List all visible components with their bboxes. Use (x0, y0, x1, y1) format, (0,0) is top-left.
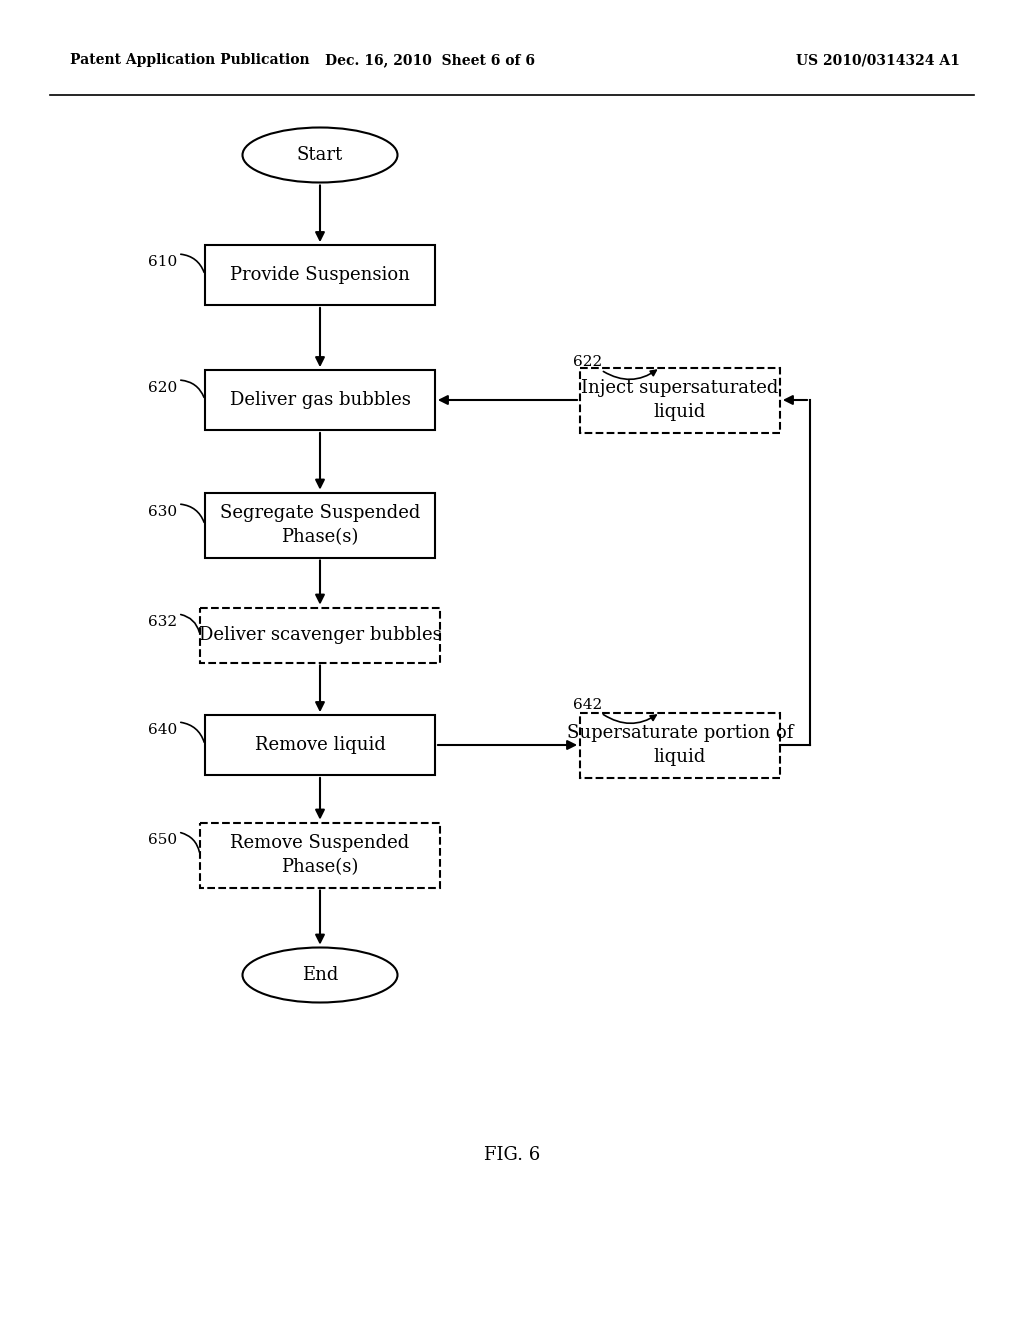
Bar (580, 713, 780, 777)
Text: Deliver gas bubbles: Deliver gas bubbles (229, 391, 411, 409)
Bar (200, 822, 440, 887)
Text: 620: 620 (148, 381, 177, 395)
Text: Supersaturate portion of
liquid: Supersaturate portion of liquid (567, 725, 794, 766)
Text: 632: 632 (148, 615, 177, 630)
Bar (580, 367, 780, 433)
Text: FIG. 6: FIG. 6 (484, 1146, 540, 1164)
Bar (205, 246, 435, 305)
Text: Remove liquid: Remove liquid (255, 737, 385, 754)
Text: Dec. 16, 2010  Sheet 6 of 6: Dec. 16, 2010 Sheet 6 of 6 (325, 53, 535, 67)
Text: 640: 640 (148, 723, 177, 737)
Text: Patent Application Publication: Patent Application Publication (70, 53, 309, 67)
Text: 650: 650 (148, 833, 177, 847)
Text: Inject supersaturated
liquid: Inject supersaturated liquid (582, 379, 778, 421)
Text: Provide Suspension: Provide Suspension (230, 267, 410, 284)
Bar (205, 715, 435, 775)
Text: 630: 630 (148, 506, 177, 519)
Text: 610: 610 (148, 255, 177, 269)
Text: US 2010/0314324 A1: US 2010/0314324 A1 (796, 53, 961, 67)
Text: Start: Start (297, 147, 343, 164)
Bar (205, 492, 435, 557)
Text: Remove Suspended
Phase(s): Remove Suspended Phase(s) (230, 834, 410, 875)
Text: Segregate Suspended
Phase(s): Segregate Suspended Phase(s) (220, 504, 420, 545)
Text: 642: 642 (573, 698, 602, 711)
Bar (205, 370, 435, 430)
Text: 622: 622 (573, 355, 602, 370)
Text: Deliver scavenger bubbles: Deliver scavenger bubbles (199, 626, 441, 644)
Bar (200, 607, 440, 663)
Text: End: End (302, 966, 338, 983)
